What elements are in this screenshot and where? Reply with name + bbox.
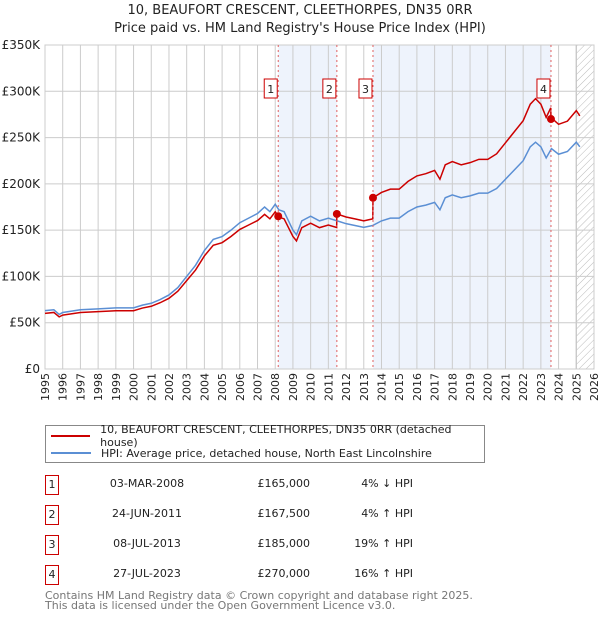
sale-marker-box <box>358 78 373 99</box>
x-tick-label: 2025 <box>570 373 583 401</box>
x-tick-label: 2015 <box>393 373 406 401</box>
x-tick-label: 2018 <box>446 373 459 401</box>
forecast-hatch <box>576 45 594 369</box>
y-tick-label: £50K <box>9 316 41 330</box>
sale-row: 3 08-JUL-2013 £185,000 19% ↑ HPI <box>45 535 445 555</box>
x-tick-label: 1997 <box>74 373 87 401</box>
sale-date: 24-JUN-2011 <box>111 507 183 520</box>
x-tick-label: 2013 <box>358 373 371 401</box>
x-tick-label: 1996 <box>57 373 70 401</box>
legend-label: 10, BEAUFORT CRESCENT, CLEETHORPES, DN35… <box>100 423 452 449</box>
y-tick-label: £250K <box>2 131 42 145</box>
sale-marker-box <box>322 78 337 99</box>
sale-hpi-diff: 4% ↓ HPI <box>361 477 413 490</box>
sale-price: £270,000 <box>257 567 311 580</box>
chart-plot: 1995 1996 1997 1998 1999 2000 2001 2002 2003 2004… <box>2 38 600 401</box>
sale-marker-badge: 2 <box>45 505 59 525</box>
sale-point <box>368 193 377 202</box>
sale-marker-badge: 3 <box>45 535 59 555</box>
x-tick-label: 2022 <box>517 373 530 401</box>
sale-point <box>332 209 341 218</box>
x-tick-label: 2001 <box>145 373 158 401</box>
x-tick-label: 2014 <box>375 373 388 401</box>
shade-region <box>278 45 337 369</box>
x-tick-label: 2000 <box>128 373 141 401</box>
x-tick-label: 2017 <box>429 373 442 401</box>
x-tick-label: 2010 <box>305 373 318 401</box>
x-tick-label: 2020 <box>482 373 495 401</box>
chart-title: 10, BEAUFORT CRESCENT, CLEETHORPES, DN35… <box>127 3 473 18</box>
sale-price: £185,000 <box>257 537 311 550</box>
x-tick-label: 2003 <box>181 373 194 401</box>
sale-marker-label: 4 <box>540 83 547 96</box>
sale-marker-label: 1 <box>267 83 274 96</box>
footer: Contains HM Land Registry data © Crown c… <box>45 589 473 612</box>
x-tick-label: 1995 <box>39 373 52 401</box>
x-tick-label: 2019 <box>464 373 477 401</box>
legend-item-price: 10, BEAUFORT CRESCENT, CLEETHORPES, DN35… <box>51 423 484 449</box>
sale-price: £167,500 <box>257 507 311 520</box>
chart-subtitle: Price paid vs. HM Land Registry's House … <box>114 21 486 36</box>
sale-price: £165,000 <box>257 477 311 490</box>
x-tick-label: 2026 <box>588 373 600 401</box>
footer-line: This data is licensed under the Open Gov… <box>45 599 396 612</box>
x-tick-label: 2006 <box>234 373 247 401</box>
sale-hpi-diff: 16% ↑ HPI <box>354 567 413 580</box>
x-tick-label: 2024 <box>553 373 566 401</box>
sale-row: 4 27-JUL-2023 £270,000 16% ↑ HPI <box>45 565 445 585</box>
sale-marker-badge: 1 <box>45 475 59 495</box>
x-tick-label: 2011 <box>322 373 335 401</box>
x-tick-label: 2005 <box>216 373 229 401</box>
sale-row: 1 03-MAR-2008 £165,000 4% ↓ HPI <box>45 475 445 495</box>
legend: 10, BEAUFORT CRESCENT, CLEETHORPES, DN35… <box>45 423 485 463</box>
sale-point <box>274 212 283 221</box>
x-tick-label: 1998 <box>92 373 105 401</box>
x-tick-label: 2016 <box>411 373 424 401</box>
x-tick-label: 2002 <box>163 373 176 401</box>
x-tick-label: 2008 <box>269 373 282 401</box>
x-tick-label: 2012 <box>340 373 353 401</box>
y-tick-label: £200K <box>2 177 42 191</box>
sale-hpi-diff: 4% ↑ HPI <box>361 507 413 520</box>
y-tick-label: £300K <box>2 84 42 98</box>
sale-point <box>546 115 555 124</box>
y-tick-label: £100K <box>2 269 42 283</box>
sale-date: 08-JUL-2013 <box>113 537 181 550</box>
x-tick-label: 2007 <box>252 373 265 401</box>
legend-item-hpi: HPI: Average price, detached house, Nort… <box>51 445 432 461</box>
sale-marker-box <box>536 78 551 99</box>
y-tick-label: £150K <box>2 223 42 237</box>
legend-swatch-hpi <box>51 452 91 454</box>
x-tick-label: 1999 <box>110 373 123 401</box>
sale-hpi-diff: 19% ↑ HPI <box>354 537 413 550</box>
legend-swatch-price <box>51 435 91 437</box>
y-tick-label: £350K <box>2 38 42 52</box>
x-tick-label: 2023 <box>535 373 548 401</box>
sale-date: 03-MAR-2008 <box>109 477 185 490</box>
hpi-line <box>44 141 581 316</box>
sale-date: 27-JUL-2023 <box>113 567 181 580</box>
footer-line: Contains HM Land Registry data © Crown c… <box>45 589 473 602</box>
sale-marker-badge: 4 <box>45 565 59 585</box>
x-tick-label: 2021 <box>499 373 512 401</box>
x-tick-label: 2009 <box>287 373 300 401</box>
sale-marker-label: 2 <box>326 83 333 96</box>
sale-marker-label: 3 <box>362 83 369 96</box>
sale-row: 2 24-JUN-2011 £167,500 4% ↑ HPI <box>45 505 445 525</box>
x-tick-label: 2004 <box>198 373 211 401</box>
legend-label: HPI: Average price, detached house, Nort… <box>101 446 432 460</box>
plot-border <box>44 44 595 370</box>
y-tick-label: £0 <box>25 362 40 376</box>
shade-region <box>372 45 551 369</box>
sale-marker-box <box>263 78 278 99</box>
